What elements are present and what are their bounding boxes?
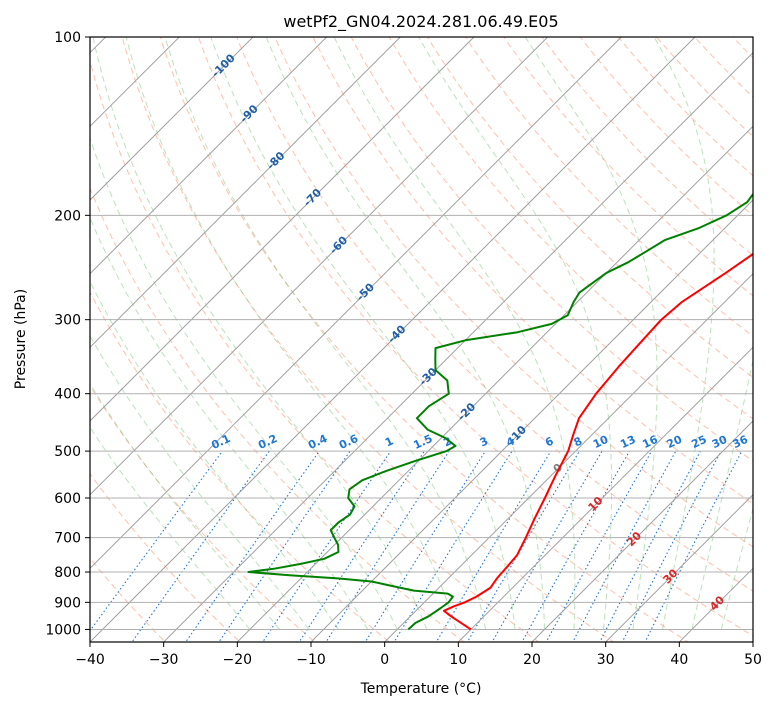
- dry-adiabat: [90, 186, 465, 642]
- profile-lines: [247, 192, 753, 631]
- isotherms: [90, 37, 753, 642]
- y-tick-label: 500: [54, 444, 81, 460]
- mixing-ratio-line: [131, 450, 270, 642]
- mixing-ratio-line: [262, 450, 392, 642]
- x-tick-label: 0: [380, 652, 389, 668]
- moist-adiabats: [90, 37, 753, 630]
- isotherm: [531, 420, 753, 642]
- mixing-ratio-label: 30: [710, 433, 730, 451]
- y-tick-label: 100: [54, 30, 81, 46]
- y-tick-label: 900: [54, 595, 81, 611]
- isotherm: [90, 37, 696, 642]
- x-axis-label: Temperature (°C): [360, 681, 482, 697]
- x-tick-label: 50: [744, 652, 762, 668]
- moist-adiabat: [418, 37, 613, 630]
- isotherm: [90, 37, 181, 128]
- y-tick-label: 400: [54, 387, 81, 403]
- x-tick-label: −20: [223, 652, 253, 668]
- y-tick-label: 800: [54, 565, 81, 581]
- moist-adiabat: [92, 37, 428, 630]
- isotherm: [162, 51, 753, 642]
- dry-adiabat: [312, 37, 753, 505]
- y-axis-ticks: 1000 900 800 700 600 500 400 300 200 100: [45, 30, 90, 638]
- mixing-ratio-label: 25: [689, 433, 708, 451]
- dry-adiabat: [236, 37, 753, 592]
- pressure-gridlines: [90, 37, 753, 630]
- x-tick-label: −10: [296, 652, 326, 668]
- dry-adiabat: [121, 37, 615, 642]
- mixing-ratio-line: [644, 450, 743, 642]
- x-tick-label: 40: [670, 652, 688, 668]
- moist-adiabat: [653, 37, 715, 630]
- dry-adiabat: [159, 37, 690, 642]
- isotherm: [457, 346, 753, 642]
- moist-adiabat: [720, 506, 753, 630]
- y-tick-label: 200: [54, 208, 81, 224]
- mixing-ratio-line: [491, 450, 603, 642]
- dry-adiabat: [617, 37, 753, 177]
- moist-adiabat: [90, 136, 398, 630]
- temperature-line: [442, 252, 753, 631]
- y-tick-label: 700: [54, 531, 81, 547]
- dry-adiabat: [90, 384, 316, 642]
- x-tick-label: 10: [449, 652, 467, 668]
- y-axis-label: Pressure (hPa): [13, 289, 29, 389]
- moist-adiabat: [524, 37, 658, 630]
- isotherm: [236, 125, 753, 642]
- mixing-ratio-line: [545, 450, 653, 642]
- mixing-ratio-line: [298, 450, 425, 642]
- chart-title: wetPf2_GN04.2024.281.06.49.E05: [283, 12, 558, 32]
- dry-adiabats: [90, 37, 753, 642]
- mixing-ratio-line: [185, 450, 320, 642]
- x-tick-label: 20: [523, 652, 541, 668]
- isotherm: [90, 37, 623, 570]
- mixing-ratio-line: [218, 450, 351, 642]
- mixing-ratio-label: 10: [591, 433, 611, 451]
- y-tick-label: 600: [54, 491, 81, 507]
- moist-adiabat: [210, 37, 516, 630]
- moist-adiabat: [90, 426, 251, 630]
- dry-adiabat: [388, 37, 753, 420]
- dry-adiabat: [503, 37, 753, 297]
- moist-adiabat: [333, 37, 576, 630]
- moist-adiabat: [125, 37, 457, 630]
- isotherm: [90, 37, 402, 349]
- mixing-ratio-label: 13: [618, 433, 637, 451]
- isotherm: [90, 37, 328, 275]
- isotherm: [383, 272, 753, 642]
- dry-adiabat: [350, 37, 753, 462]
- x-tick-label: 30: [597, 652, 615, 668]
- moist-adiabat: [265, 37, 546, 630]
- isotherm: [90, 37, 549, 496]
- moist-adiabat: [90, 334, 310, 630]
- moist-adiabat: [90, 280, 339, 630]
- moist-adiabat: [90, 382, 280, 630]
- dry-adiabat: [197, 37, 753, 637]
- isotherm: [90, 37, 475, 422]
- dewpoint-line: [247, 192, 753, 631]
- moist-adiabat: [691, 358, 753, 630]
- y-tick-label: 300: [54, 313, 81, 329]
- mixing-ratio-label: 36: [731, 433, 751, 451]
- mixing-ratio-label: 16: [640, 433, 660, 451]
- dry-adiabat: [426, 37, 753, 378]
- isotherm: [90, 37, 254, 201]
- y-tick-label: 1000: [45, 622, 81, 638]
- moist-adiabat: [164, 37, 487, 630]
- x-tick-label: −30: [149, 652, 179, 668]
- mixing-ratio-line: [325, 450, 450, 642]
- mixing-ratio-lines: [90, 450, 743, 642]
- dry-adiabat: [90, 59, 540, 642]
- x-tick-label: −40: [75, 652, 105, 668]
- plot-frame: [89, 36, 754, 643]
- dry-adiabat: [579, 37, 753, 217]
- dry-adiabat: [541, 37, 753, 257]
- mixing-ratio-label: 20: [665, 433, 685, 451]
- isotherm: [310, 199, 753, 642]
- moist-adiabat: [90, 216, 369, 630]
- x-axis-ticks: −40 −30 −20 −10 0 10 20 30 40 50: [75, 642, 762, 668]
- isotherm: [604, 493, 753, 642]
- mixing-ratio-line: [435, 450, 552, 642]
